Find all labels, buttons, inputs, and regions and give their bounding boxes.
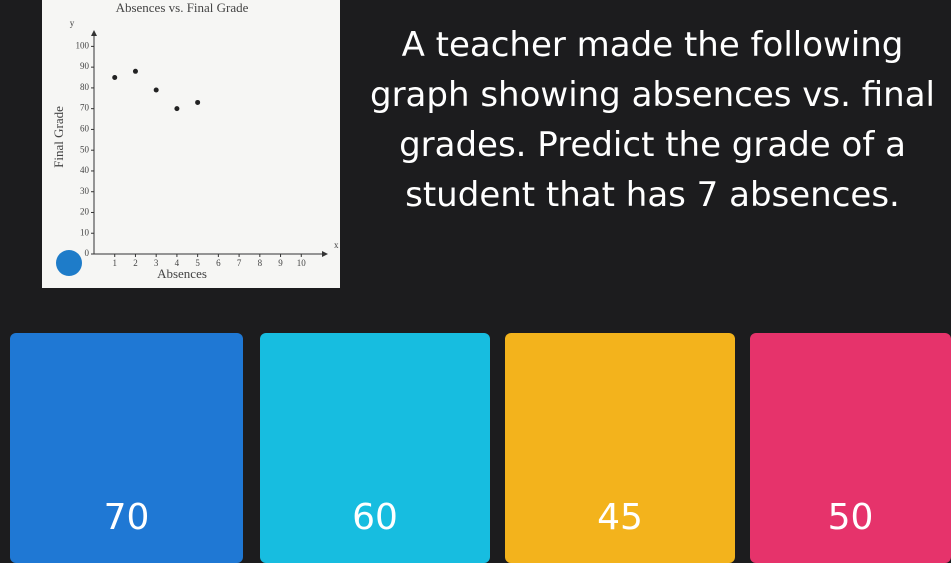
y-axis-letter: y xyxy=(70,18,75,28)
y-tick-label: 70 xyxy=(80,103,90,113)
x-tick-label: 8 xyxy=(258,258,263,268)
x-tick-label: 9 xyxy=(278,258,283,268)
chart-title: Absences vs. Final Grade xyxy=(116,0,249,15)
y-tick-label: 10 xyxy=(80,227,90,237)
point xyxy=(112,75,118,81)
x-tick-label: 1 xyxy=(112,258,117,268)
chart-card: Absences vs. Final Grade y Absences Fina… xyxy=(42,0,340,288)
y-tick-label: 30 xyxy=(80,186,90,196)
y-tick-label: 40 xyxy=(80,165,90,175)
answer-label: 70 xyxy=(103,497,150,538)
x-arrow xyxy=(322,251,328,257)
y-tick-label: 60 xyxy=(80,123,90,133)
chart: Absences vs. Final Grade y Absences Fina… xyxy=(51,0,339,281)
x-tick-label: 5 xyxy=(195,258,200,268)
answer-button[interactable]: 60 xyxy=(260,333,490,563)
question-text: A teacher made the following graph showi… xyxy=(369,25,936,215)
x-tick-label: 4 xyxy=(175,258,180,268)
x-tick-label: 2 xyxy=(133,258,138,268)
x-axis-letter: x xyxy=(334,240,339,250)
y-arrow xyxy=(91,30,97,36)
answer-button[interactable]: 70 xyxy=(10,333,243,563)
point xyxy=(174,106,180,112)
y-tick-label: 50 xyxy=(80,144,90,154)
point xyxy=(132,68,138,74)
y-tick-label: 100 xyxy=(76,40,90,50)
zoom-button[interactable] xyxy=(56,250,82,276)
y-tick-label: 0 xyxy=(85,248,90,258)
y-tick-label: 80 xyxy=(80,82,90,92)
answer-label: 60 xyxy=(352,497,398,538)
y-tick-label: 20 xyxy=(80,207,90,217)
y-tick-label: 90 xyxy=(80,61,90,71)
point xyxy=(195,99,201,105)
x-tick-label: 3 xyxy=(154,258,159,268)
x-tick-label: 6 xyxy=(216,258,221,268)
x-tick-label: 7 xyxy=(237,258,242,268)
x-axis-label: Absences xyxy=(157,266,207,281)
answer-button[interactable]: 45 xyxy=(505,333,735,563)
point xyxy=(153,87,159,93)
x-tick-label: 10 xyxy=(297,258,307,268)
answer-label: 50 xyxy=(827,497,874,538)
page: Absences vs. Final Grade y Absences Fina… xyxy=(10,0,951,563)
answer-button[interactable]: 50 xyxy=(750,333,951,563)
y-axis-label: Final Grade xyxy=(51,106,66,168)
answer-label: 45 xyxy=(597,497,643,538)
